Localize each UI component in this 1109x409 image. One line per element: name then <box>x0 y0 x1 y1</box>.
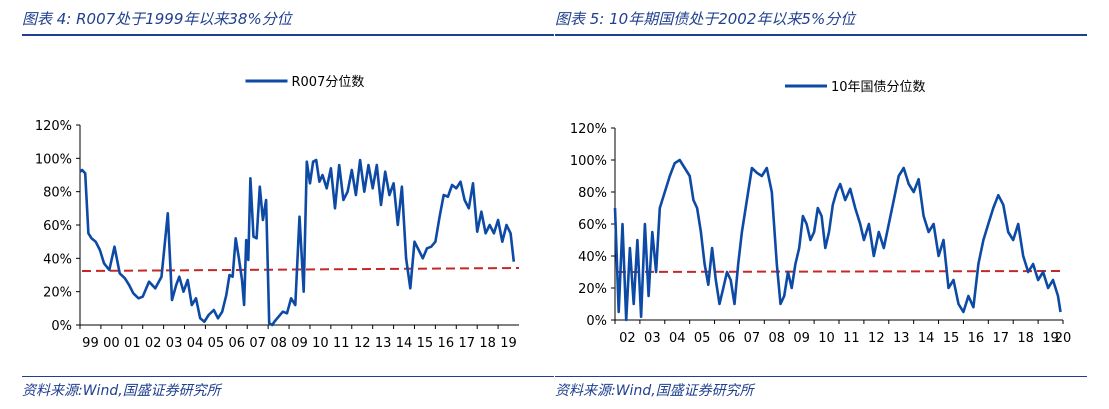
x-tick-label: 19 <box>500 336 517 351</box>
treasury-10y-percentile-chart: 10年国债分位数 0% 20% 40% 60% 80% 100% 120% 02 03 04 05 06… <box>570 80 1072 346</box>
y-tick-label: 0% <box>586 314 607 329</box>
source-divider <box>555 376 1087 377</box>
x-tick-label: 00 <box>103 336 120 351</box>
x-tick-label: 14 <box>396 336 413 351</box>
legend-label: R007分位数 <box>292 75 365 90</box>
y-tick-label: 60% <box>43 219 72 234</box>
x-tick-label: 09 <box>793 331 810 346</box>
x-tick-label: 16 <box>968 331 985 346</box>
x-tick-label: 08 <box>769 331 786 346</box>
y-tick-label: 20% <box>43 286 72 301</box>
y-tick-label: 100% <box>35 152 72 167</box>
source-note: 资料来源:Wind,国盛证券研究所 <box>22 383 221 399</box>
x-tick-label: 18 <box>479 336 496 351</box>
source-note: 资料来源:Wind,国盛证券研究所 <box>555 383 754 399</box>
x-tick-label: 17 <box>458 336 475 351</box>
x-tick-label: 05 <box>208 336 225 351</box>
y-tick-label: 40% <box>578 250 607 265</box>
y-tick-label: 0% <box>51 319 72 334</box>
series-line <box>79 158 516 327</box>
y-tick-label: 40% <box>43 252 72 267</box>
y-tick-label: 120% <box>35 119 72 134</box>
x-tick-label: 07 <box>744 331 761 346</box>
title-divider <box>22 34 554 36</box>
x-tick-label: 11 <box>333 336 350 351</box>
x-tick-label: 14 <box>918 331 935 346</box>
x-tick-label: 15 <box>417 336 434 351</box>
x-tick-label: 11 <box>843 331 860 346</box>
x-tick-label: 04 <box>669 331 686 346</box>
x-tick-label: 12 <box>868 331 885 346</box>
x-tick-label: 12 <box>354 336 371 351</box>
y-tick-label: 100% <box>570 154 607 169</box>
x-tick-label: 18 <box>1017 331 1034 346</box>
x-tick-label: 03 <box>166 336 183 351</box>
r007-percentile-chart: R007分位数 0% 20% 40% 60% 80% 100% 120% 99 00 01 02 03 0… <box>35 75 520 351</box>
x-tick-label: 19 <box>1042 331 1059 346</box>
x-tick-label: 02 <box>145 336 162 351</box>
x-tick-label: 17 <box>993 331 1010 346</box>
x-tick-label: 13 <box>375 336 392 351</box>
reference-line <box>616 270 1064 273</box>
x-tick-label: 04 <box>187 336 204 351</box>
x-tick-label: 09 <box>291 336 308 351</box>
x-tick-label: 13 <box>893 331 910 346</box>
y-tick-label: 60% <box>578 218 607 233</box>
y-tick-label: 20% <box>578 282 607 297</box>
x-tick-label: 20 <box>1055 331 1072 346</box>
x-tick-label: 05 <box>694 331 711 346</box>
chart-panel-r007: 图表 4: R007处于1999年以来38%分位 R007分位数 0% 20% 40%… <box>22 0 554 409</box>
chart-title: 图表 5: 10年期国债处于2002年以来5%分位 <box>555 10 856 28</box>
x-tick-label: 06 <box>719 331 736 346</box>
x-tick-label: 16 <box>438 336 455 351</box>
series-line <box>613 158 1062 322</box>
legend-label: 10年国债分位数 <box>831 80 926 95</box>
x-tick-label: 07 <box>249 336 266 351</box>
x-tick-label: 10 <box>818 331 835 346</box>
title-divider <box>555 34 1087 36</box>
x-tick-label: 99 <box>82 336 99 351</box>
x-tick-label: 06 <box>229 336 246 351</box>
x-tick-label: 10 <box>312 336 329 351</box>
x-tick-label: 02 <box>619 331 636 346</box>
source-divider <box>22 376 554 377</box>
chart-title: 图表 4: R007处于1999年以来38%分位 <box>22 10 292 28</box>
y-tick-label: 80% <box>43 186 72 201</box>
reference-line <box>81 267 520 272</box>
x-tick-label: 15 <box>943 331 960 346</box>
x-tick-label: 01 <box>124 336 141 351</box>
x-tick-label: 03 <box>644 331 661 346</box>
y-tick-label: 120% <box>570 122 607 137</box>
chart-panel-10y-treasury: 图表 5: 10年期国债处于2002年以来5%分位 10年国债分位数 0% 20% 4… <box>555 0 1087 409</box>
y-tick-label: 80% <box>578 186 607 201</box>
x-tick-label: 08 <box>270 336 287 351</box>
